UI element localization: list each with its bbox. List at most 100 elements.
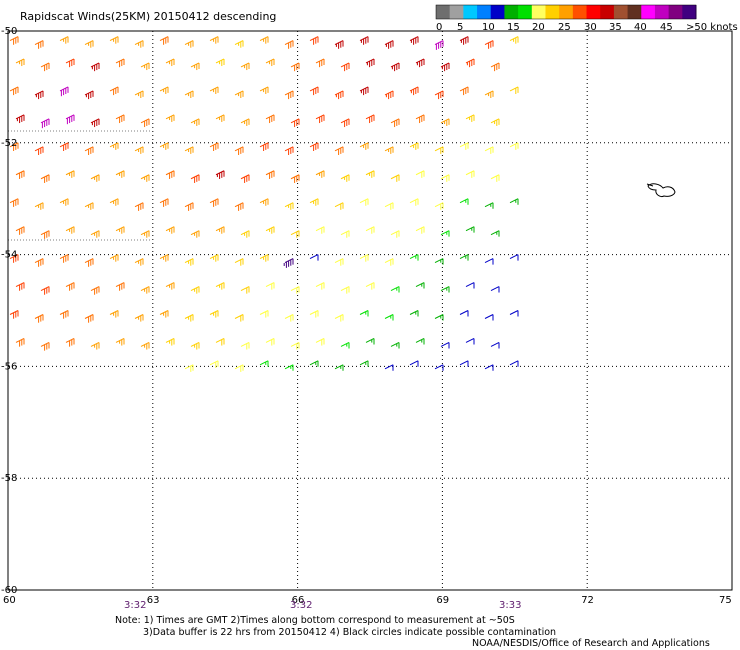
wind-barb <box>384 364 394 371</box>
latitude-labels: -50 -52 -54 -56 -58 -60 <box>1 26 17 596</box>
wind-barb <box>209 142 219 151</box>
wind-barb <box>459 198 469 205</box>
wind-barb <box>240 342 250 350</box>
wind-barb <box>440 230 450 237</box>
wind-barb <box>390 230 400 238</box>
wind-barb <box>334 202 344 210</box>
legend-swatch <box>627 5 642 19</box>
wind-barb <box>140 118 150 128</box>
wind-barb <box>284 90 294 100</box>
wind-barb <box>159 310 169 318</box>
latitude-label: -52 <box>1 138 17 149</box>
wind-barb <box>409 36 419 45</box>
pass-times: 3:32 3:32 3:33 <box>124 600 521 611</box>
wind-barb <box>209 254 219 262</box>
wind-barb <box>315 58 325 68</box>
wind-barb <box>59 198 69 206</box>
wind-barb <box>40 230 50 239</box>
wind-barb <box>159 142 169 150</box>
wind-barb <box>409 86 419 96</box>
wind-barb <box>115 114 125 124</box>
wind-barb <box>9 198 19 207</box>
wind-barb <box>359 254 369 262</box>
wind-barb <box>90 62 100 72</box>
wind-barb <box>190 174 200 183</box>
wind-barb <box>234 90 244 98</box>
wind-barb <box>115 282 125 291</box>
wind-barb <box>384 146 394 154</box>
legend-swatch <box>531 5 546 19</box>
legend-swatch <box>449 5 464 19</box>
wind-barb <box>215 338 225 346</box>
legend-swatch <box>613 5 629 19</box>
wind-barb <box>409 198 419 206</box>
wind-barb <box>134 202 144 211</box>
latitude-label: -50 <box>1 26 17 37</box>
wind-barb <box>240 174 250 183</box>
wind-barb <box>340 174 350 182</box>
wind-barb <box>384 202 394 210</box>
legend-swatch <box>641 5 656 19</box>
legend-label: 25 <box>558 22 571 33</box>
wind-barb <box>484 364 494 371</box>
wind-barb <box>134 314 144 322</box>
wind-barb <box>459 360 469 367</box>
latitude-label: -56 <box>1 361 17 372</box>
wind-barb <box>509 86 519 94</box>
wind-barb <box>334 314 344 322</box>
wind-barb <box>484 146 494 154</box>
wind-barb <box>334 258 344 266</box>
wind-barb <box>459 86 469 96</box>
legend-label: 5 <box>457 22 463 33</box>
wind-barb <box>465 282 475 289</box>
wind-barb <box>9 142 19 151</box>
wind-barb <box>140 286 150 294</box>
wind-barb <box>284 364 294 371</box>
wind-barb <box>215 282 225 290</box>
wind-barb <box>159 36 169 45</box>
wind-barb <box>59 142 69 151</box>
wind-barb <box>465 58 475 68</box>
pass-time: 3:32 <box>290 600 312 611</box>
wind-barb <box>465 114 475 122</box>
wind-barb <box>65 114 75 125</box>
wind-barb <box>309 36 319 45</box>
legend-label: 10 <box>482 22 495 33</box>
wind-barb <box>84 258 94 267</box>
wind-barb <box>290 62 300 72</box>
wind-barb <box>109 86 119 96</box>
wind-barb <box>365 226 375 234</box>
wind-barb <box>290 286 300 294</box>
wind-barb <box>115 58 125 68</box>
wind-barb <box>334 40 344 49</box>
wind-barb <box>509 198 519 205</box>
wind-barb <box>40 342 50 351</box>
wind-barb <box>134 146 144 154</box>
wind-barb <box>390 118 400 128</box>
wind-barb <box>15 58 25 67</box>
wind-barb <box>234 314 244 322</box>
wind-barb <box>165 58 175 67</box>
wind-barb <box>165 170 175 179</box>
wind-barb <box>490 286 500 293</box>
pass-time: 3:33 <box>499 600 521 611</box>
wind-barb <box>390 62 400 72</box>
map-title: Rapidscat Winds(25KM) 20150412 descendin… <box>20 10 276 23</box>
wind-barb <box>509 310 519 317</box>
wind-barb <box>115 338 125 346</box>
wind-barb <box>459 142 469 150</box>
wind-barb <box>184 202 194 211</box>
wind-barb <box>65 338 75 347</box>
wind-barb <box>159 198 169 207</box>
wind-barb <box>15 282 25 291</box>
wind-barb <box>209 310 219 318</box>
wind-barb <box>234 364 244 372</box>
legend-label: 35 <box>609 22 622 33</box>
wind-barb <box>209 198 219 207</box>
wind-barb <box>140 174 150 182</box>
wind-barb <box>340 342 350 349</box>
wind-barb <box>259 142 269 151</box>
wind-barb <box>365 338 375 345</box>
wind-barb <box>184 90 194 98</box>
wind-barb <box>184 40 194 48</box>
